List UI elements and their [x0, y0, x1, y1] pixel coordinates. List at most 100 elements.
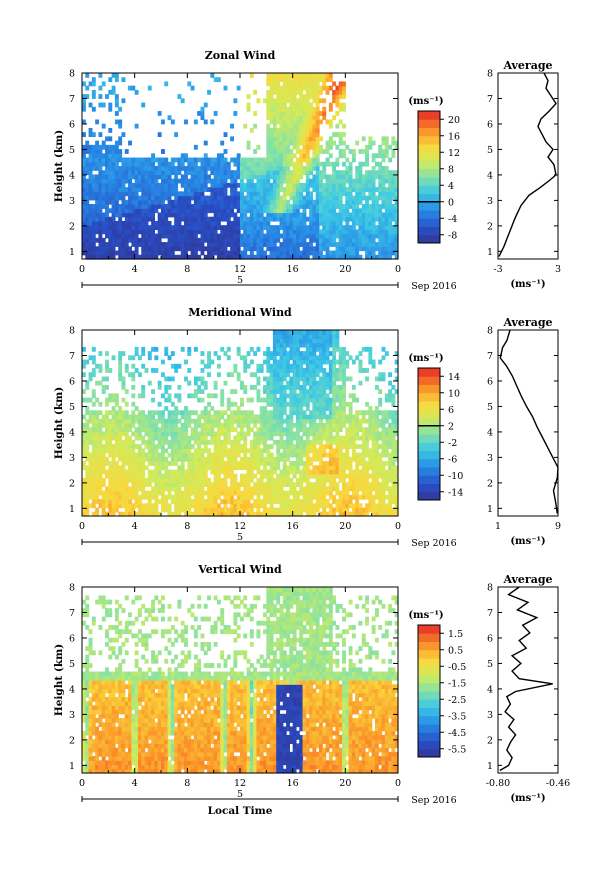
- heatmap-cell: [319, 182, 323, 188]
- heatmap-cell: [91, 427, 96, 433]
- heatmap-cell: [374, 204, 379, 209]
- heatmap-cell: [187, 439, 192, 445]
- heatmap-cell: [269, 250, 274, 256]
- heatmap-cell: [266, 469, 271, 475]
- heatmap-cell: [131, 242, 136, 247]
- heatmap-cell: [309, 195, 314, 201]
- heatmap-cell: [276, 389, 281, 395]
- heatmap-cell: [157, 410, 162, 416]
- heatmap-cell: [276, 372, 281, 378]
- heatmap-cell: [335, 132, 340, 138]
- heatmap-cell: [220, 397, 225, 403]
- heatmap-cell: [230, 494, 235, 500]
- heatmap-cell: [216, 439, 221, 445]
- heatmap-cell: [128, 414, 132, 420]
- heatmap-cell: [322, 229, 327, 235]
- heatmap-cell: [269, 246, 274, 252]
- heatmap-cell: [309, 250, 314, 256]
- heatmap-cell: [319, 473, 323, 479]
- heatmap-cell: [272, 499, 277, 504]
- heatmap-cell: [134, 486, 139, 492]
- heatmap-cell: [276, 237, 281, 243]
- colorbar-swatch: [418, 152, 440, 161]
- heatmap-cell: [338, 191, 343, 197]
- heatmap-cell: [121, 473, 126, 479]
- heatmap-cell: [170, 427, 175, 433]
- heatmap-cell: [170, 482, 175, 488]
- heatmap-cell: [164, 448, 169, 454]
- heatmap-cell: [230, 254, 235, 260]
- heatmap-cell: [253, 187, 258, 192]
- heatmap-cell: [213, 212, 218, 218]
- heatmap-cell: [216, 511, 221, 517]
- heatmap-cell: [174, 229, 179, 235]
- heatmap-cell: [243, 461, 248, 466]
- heatmap-cell: [161, 178, 165, 184]
- heatmap-cell: [187, 452, 192, 458]
- heatmap-cell: [276, 448, 281, 454]
- heatmap-cell: [263, 161, 267, 167]
- heatmap-cell: [319, 397, 323, 403]
- heatmap-cell: [85, 359, 90, 365]
- heatmap-cell: [246, 157, 251, 163]
- heatmap-cell: [128, 427, 132, 433]
- heatmap-cell: [289, 511, 294, 517]
- heatmap-cell: [236, 216, 241, 222]
- heatmap-cell: [348, 195, 353, 201]
- heatmap-cell: [147, 482, 152, 488]
- heatmap-cell: [187, 494, 192, 500]
- heatmap-cell: [266, 212, 271, 218]
- heatmap-cell: [302, 431, 307, 437]
- heatmap-cell: [111, 233, 116, 239]
- heatmap-cell: [328, 123, 333, 129]
- heatmap-cell: [319, 511, 323, 517]
- heatmap-cell: [282, 89, 287, 95]
- heatmap-cell: [213, 237, 218, 243]
- heatmap-cell: [371, 157, 376, 163]
- heatmap-cell: [213, 246, 218, 252]
- heatmap-cell: [292, 384, 297, 390]
- heatmap-cell: [190, 490, 195, 496]
- heatmap-cell: [292, 372, 297, 378]
- heatmap-cell: [263, 431, 267, 437]
- heatmap-cell: [286, 380, 290, 386]
- heatmap-cell: [134, 229, 139, 235]
- heatmap-cell: [295, 204, 300, 209]
- heatmap-cell: [315, 393, 320, 399]
- heatmap-cell: [256, 98, 261, 104]
- y-tick-label: 1: [69, 247, 75, 258]
- heatmap-cell: [82, 397, 86, 403]
- heatmap-cell: [207, 363, 211, 369]
- heatmap-cell: [322, 254, 327, 260]
- heatmap-cell: [128, 237, 132, 243]
- heatmap-cell: [322, 204, 327, 209]
- heatmap-cell: [315, 469, 320, 475]
- heatmap-cell: [137, 216, 142, 222]
- heatmap-cell: [319, 73, 323, 78]
- heatmap-cell: [253, 431, 258, 437]
- heatmap-cell: [124, 469, 129, 475]
- heatmap-cell: [220, 427, 225, 433]
- heatmap-cell: [230, 195, 235, 201]
- heatmap-cell: [335, 212, 340, 218]
- colorbar-swatch: [418, 111, 440, 120]
- heatmap-cell: [157, 477, 162, 483]
- heatmap-cell: [200, 178, 205, 184]
- heatmap-cell: [256, 435, 261, 441]
- heatmap-cell: [105, 418, 109, 424]
- heatmap-cell: [312, 494, 317, 500]
- heatmap-cell: [279, 102, 284, 108]
- heatmap-cell: [276, 359, 281, 365]
- heatmap-cell: [128, 418, 132, 424]
- heatmap-cell: [328, 216, 333, 222]
- heatmap-cell: [315, 144, 320, 150]
- heatmap-cell: [151, 237, 156, 243]
- heatmap-cell: [108, 490, 113, 496]
- heatmap-cell: [121, 414, 126, 420]
- heatmap-cell: [266, 81, 271, 87]
- heatmap-cell: [345, 254, 350, 260]
- heatmap-cell: [177, 507, 182, 513]
- heatmap-cell: [272, 174, 277, 180]
- heatmap-cell: [177, 439, 182, 445]
- heatmap-cell: [85, 94, 90, 99]
